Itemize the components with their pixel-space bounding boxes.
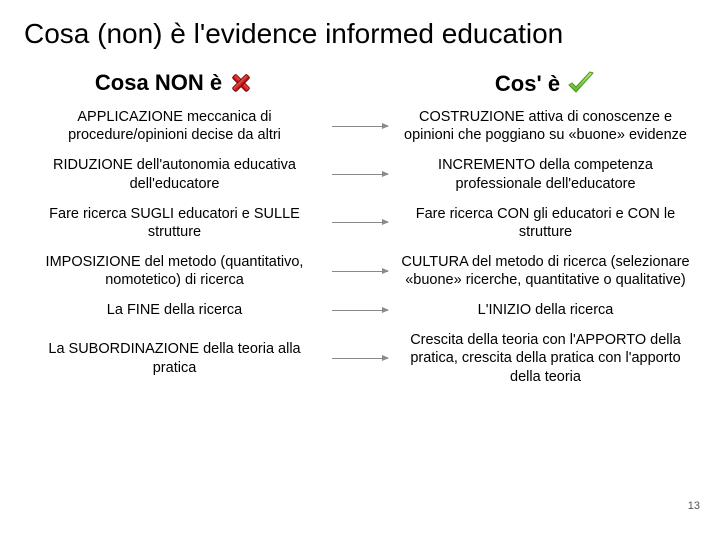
arrow-icon [325,310,395,311]
left-column-header: Cosa NON è [24,70,325,96]
arrow-icon [325,222,395,223]
left-cell: La SUBORDINAZIONE della teoria alla prat… [24,340,325,376]
right-column-header: Cos' è [395,70,696,98]
header-row: Cosa NON è Cos' è [24,70,696,108]
left-cell: Fare ricerca SUGLI educatori e SULLE str… [24,205,325,241]
right-cell: L'INIZIO della ricerca [395,301,696,319]
right-cell: CULTURA del metodo di ricerca (seleziona… [395,253,696,289]
page-number: 13 [688,500,700,512]
right-cell: COSTRUZIONE attiva di conoscenze e opini… [395,108,696,144]
arrow-icon [325,126,395,127]
comparison-rows: APPLICAZIONE meccanica di procedure/opin… [24,108,696,386]
left-header-text: Cosa NON è [95,70,222,96]
right-header-text: Cos' è [495,71,560,97]
right-cell: INCREMENTO della competenza professional… [395,156,696,192]
arrow-icon [325,174,395,175]
right-cell: Crescita della teoria con l'APPORTO dell… [395,331,696,385]
arrow-icon [325,358,395,359]
left-cell: La FINE della ricerca [24,301,325,319]
left-cell: RIDUZIONE dell'autonomia educativa dell'… [24,156,325,192]
check-icon [566,70,596,98]
slide-title: Cosa (non) è l'evidence informed educati… [24,18,696,50]
left-cell: IMPOSIZIONE del metodo (quantitativo, no… [24,253,325,289]
right-cell: Fare ricerca CON gli educatori e CON le … [395,205,696,241]
left-cell: APPLICAZIONE meccanica di procedure/opin… [24,108,325,144]
arrow-icon [325,271,395,272]
x-icon [228,70,254,96]
